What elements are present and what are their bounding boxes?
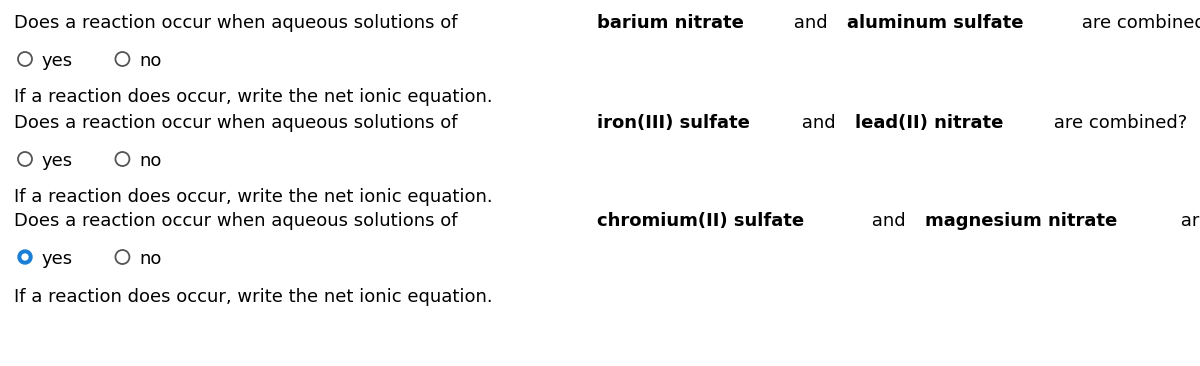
Text: are combined?: are combined?	[1048, 114, 1187, 132]
Text: If a reaction does occur, write the net ionic equation.: If a reaction does occur, write the net …	[14, 288, 493, 306]
Text: no: no	[139, 52, 162, 70]
Text: Does a reaction occur when aqueous solutions of: Does a reaction occur when aqueous solut…	[14, 14, 463, 32]
Text: magnesium nitrate: magnesium nitrate	[925, 212, 1117, 230]
Text: yes: yes	[42, 152, 73, 170]
Text: If a reaction does occur, write the net ionic equation.: If a reaction does occur, write the net …	[14, 188, 493, 206]
Text: and: and	[796, 114, 841, 132]
Circle shape	[22, 254, 28, 260]
Text: lead(II) nitrate: lead(II) nitrate	[854, 114, 1003, 132]
Text: aluminum sulfate: aluminum sulfate	[847, 14, 1024, 32]
Text: chromium(II) sulfate: chromium(II) sulfate	[598, 212, 804, 230]
Text: yes: yes	[42, 52, 73, 70]
Text: and: and	[866, 212, 912, 230]
Text: no: no	[139, 250, 162, 268]
Text: barium nitrate: barium nitrate	[598, 14, 744, 32]
Circle shape	[18, 250, 32, 264]
Text: Does a reaction occur when aqueous solutions of: Does a reaction occur when aqueous solut…	[14, 114, 463, 132]
Text: are combined?: are combined?	[1076, 14, 1200, 32]
Text: If a reaction does occur, write the net ionic equation.: If a reaction does occur, write the net …	[14, 88, 493, 106]
Text: Does a reaction occur when aqueous solutions of: Does a reaction occur when aqueous solut…	[14, 212, 463, 230]
Text: iron(III) sulfate: iron(III) sulfate	[598, 114, 750, 132]
Text: yes: yes	[42, 250, 73, 268]
Text: are combined?: are combined?	[1175, 212, 1200, 230]
Text: no: no	[139, 152, 162, 170]
Text: and: and	[788, 14, 834, 32]
